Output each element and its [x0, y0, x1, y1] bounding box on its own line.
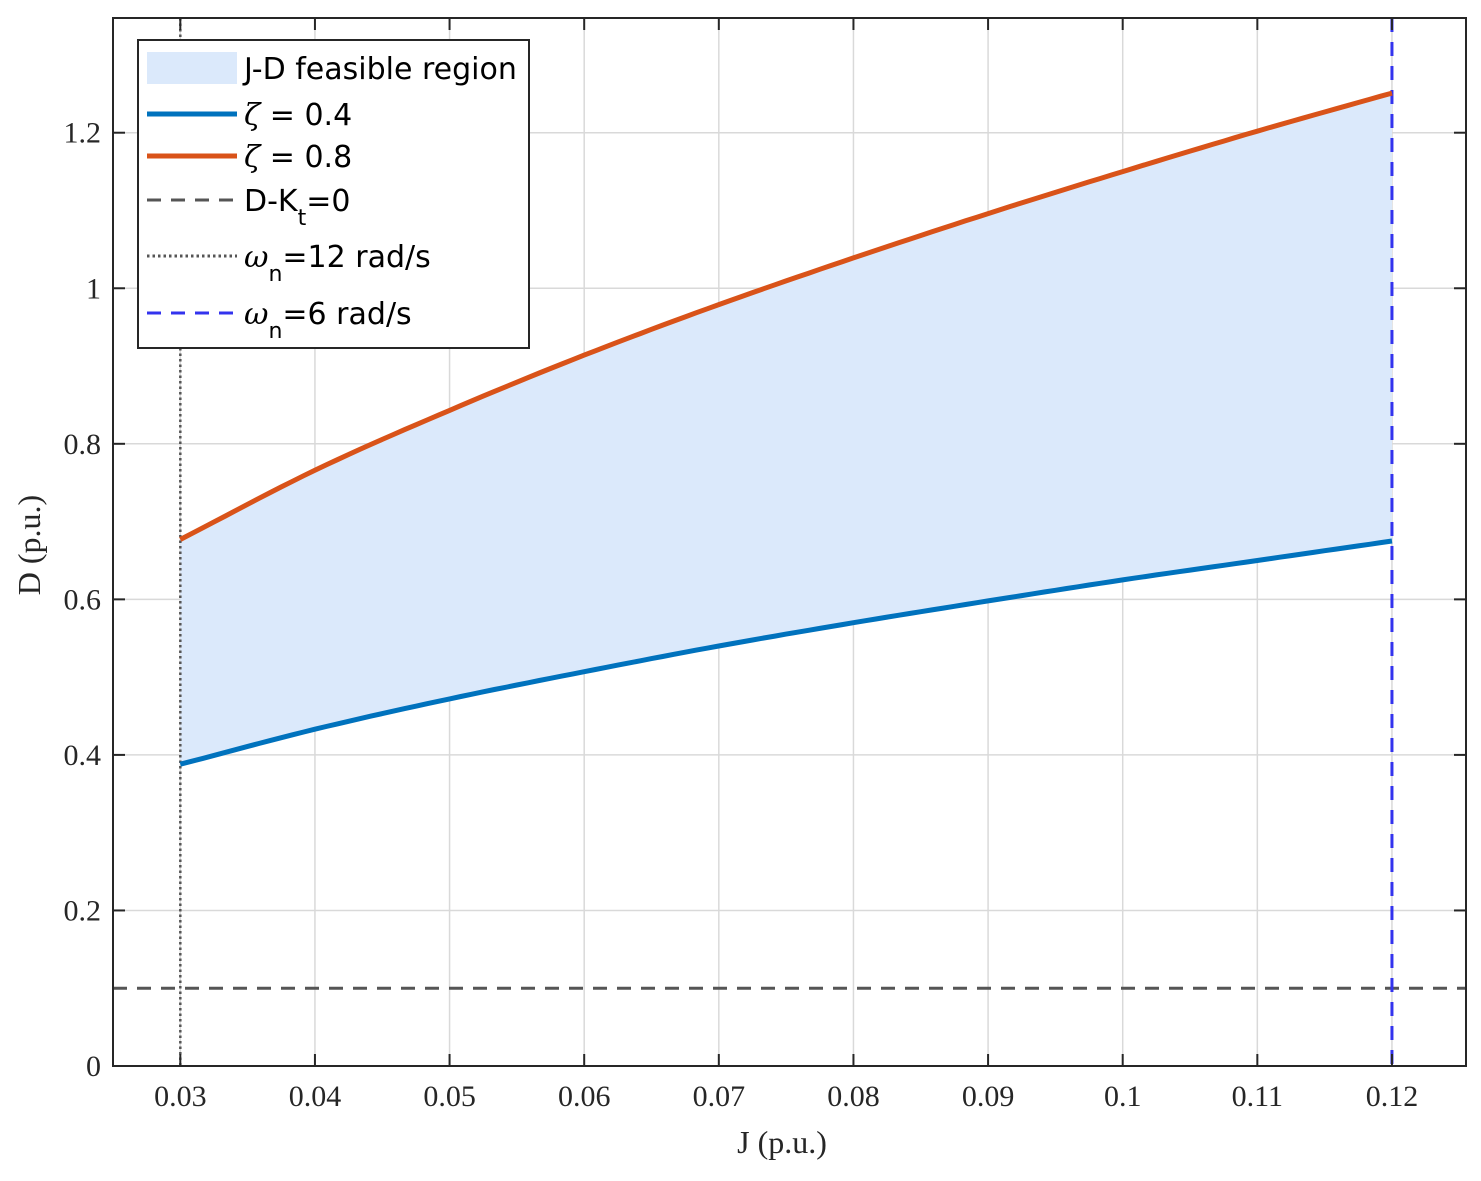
x-tick-label: 0.07 [693, 1080, 746, 1113]
legend-label: D-Kt=0 [244, 184, 350, 231]
x-axis-title: J (p.u.) [737, 1124, 827, 1160]
series-layer [179, 90, 1393, 767]
y-axis-title: D (p.u.) [11, 495, 47, 595]
y-tick-label: 1 [86, 272, 101, 305]
y-tick-label: 0.4 [64, 739, 102, 772]
legend-swatch-region [147, 52, 237, 84]
legend-label: ωn=6 rad/s [244, 297, 412, 344]
x-tick-label: 0.06 [558, 1080, 611, 1113]
x-tick-label: 0.04 [289, 1080, 342, 1113]
x-tick-label: 0.05 [423, 1080, 476, 1113]
legend-label: ωn=12 rad/s [244, 240, 431, 287]
y-tick-label: 1.2 [64, 117, 102, 150]
x-tick-label: 0.12 [1366, 1080, 1419, 1113]
legend-label: J-D feasible region [242, 52, 517, 87]
x-tick-label: 0.11 [1232, 1080, 1283, 1113]
tick-labels: 0.03 0.04 0.05 0.06 0.07 0.08 0.09 0.1 0.11 0.12 0… [64, 117, 1419, 1113]
feasible-region-area [180, 93, 1392, 765]
y-tick-label: 0.2 [64, 894, 102, 927]
x-tick-label: 0.1 [1104, 1080, 1142, 1113]
series-line-1 [179, 538, 1393, 767]
legend: J-D feasible region ζ = 0.4 ζ = 0.8 D-Kt=0 ω… [137, 39, 530, 349]
plot-frame [112, 17, 1467, 1067]
x-tick-label: 0.08 [827, 1080, 880, 1113]
y-tick-label: 0.8 [64, 428, 102, 461]
series-line-2 [179, 90, 1393, 542]
y-tick-label: 0 [86, 1050, 101, 1083]
y-tick-label: 0.6 [64, 583, 102, 616]
x-tick-label: 0.09 [962, 1080, 1015, 1113]
feasible-region-layer [180, 93, 1392, 765]
legend-label: ζ = 0.8 [244, 140, 352, 175]
axes [112, 17, 1467, 1067]
legend-box [137, 39, 530, 349]
x-tick-label: 0.03 [154, 1080, 207, 1113]
reference-lines-layer [113, 18, 1466, 1066]
legend-label: ζ = 0.4 [244, 98, 352, 133]
